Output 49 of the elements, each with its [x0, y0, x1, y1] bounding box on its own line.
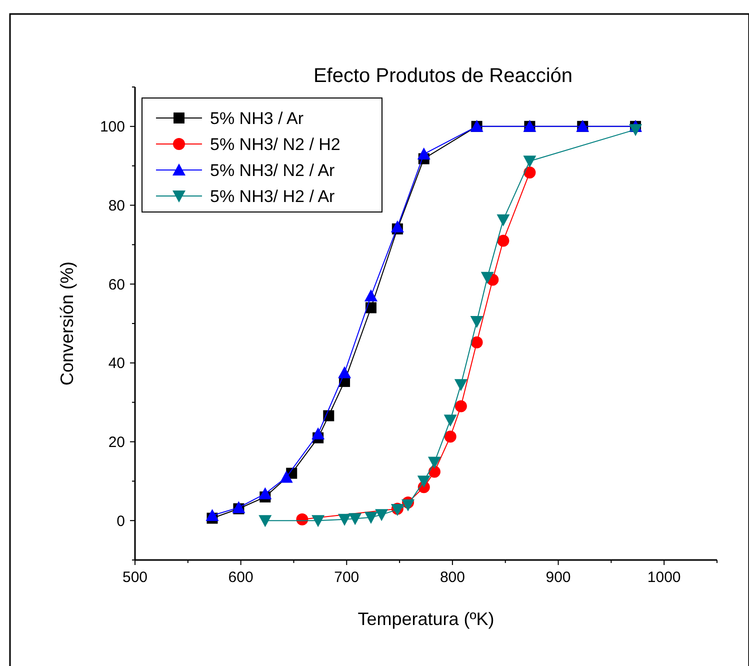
- y-tick-label: 100: [100, 118, 125, 136]
- point: [375, 509, 388, 522]
- legend-label: 5% NH3/ H2 / Ar: [210, 186, 336, 206]
- point: [454, 400, 467, 412]
- point: [497, 234, 510, 247]
- point: [364, 289, 378, 302]
- point: [338, 514, 352, 526]
- point: [280, 470, 293, 483]
- x-tick-label: 500: [122, 569, 148, 586]
- point: [444, 414, 457, 427]
- point: [444, 430, 456, 443]
- chart-title: Efecto Produtos de Reacción: [313, 65, 573, 87]
- point: [338, 366, 352, 378]
- point: [454, 379, 468, 392]
- y-axis-title: Conversión (%): [57, 261, 77, 386]
- point: [312, 427, 325, 440]
- point: [470, 316, 484, 328]
- point: [258, 487, 272, 500]
- y-tick-label: 40: [108, 355, 125, 372]
- x-tick-label: 800: [440, 569, 465, 586]
- x-tick-label: 700: [334, 569, 360, 586]
- legend-label: 5% NH3/ N2 / Ar: [210, 160, 336, 180]
- x-tick-label: 1000: [647, 569, 681, 586]
- x-axis-title: Temperatura (ºK): [358, 609, 494, 629]
- legend-label: 5% NH3 / Ar: [210, 108, 304, 128]
- point: [417, 148, 430, 160]
- point: [206, 508, 219, 521]
- point: [390, 220, 404, 232]
- point: [523, 156, 536, 168]
- y-tick-label: 80: [108, 198, 125, 214]
- point: [258, 515, 272, 528]
- point: [402, 499, 415, 512]
- point: [428, 456, 441, 469]
- point: [348, 513, 362, 526]
- legend-label: 5% NH3/ N2 / H2: [210, 134, 340, 154]
- x-tick-label: 600: [228, 569, 254, 586]
- point: [629, 124, 642, 136]
- point: [470, 336, 483, 348]
- point: [480, 272, 494, 284]
- point: [417, 476, 430, 488]
- point: [524, 166, 536, 179]
- point: [365, 302, 376, 314]
- y-tick-label: 60: [108, 276, 125, 294]
- x-tick-label: 900: [546, 569, 571, 586]
- y-tick-label: 0: [116, 512, 125, 530]
- point: [496, 214, 510, 226]
- y-tick-label: 20: [108, 434, 125, 451]
- point: [312, 515, 325, 528]
- point: [364, 512, 378, 524]
